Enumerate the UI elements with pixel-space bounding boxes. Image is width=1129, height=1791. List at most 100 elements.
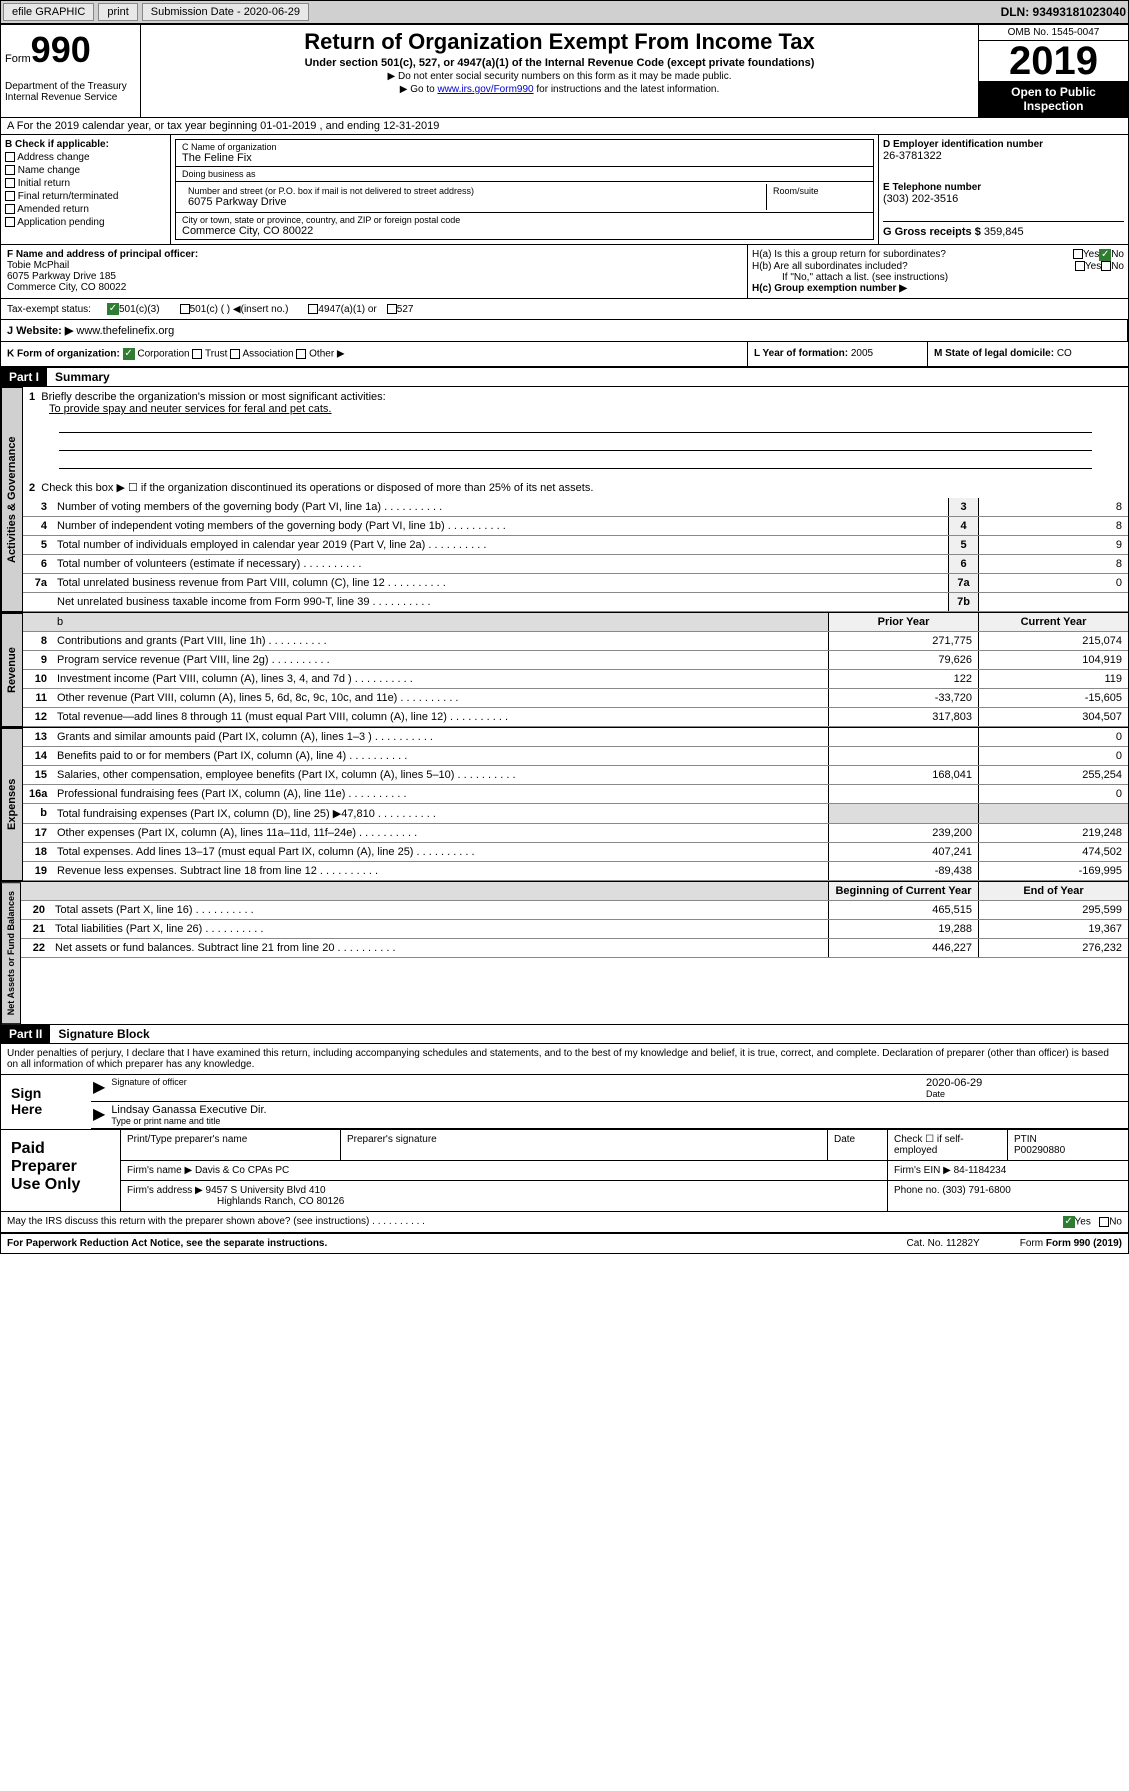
addr-value: 6075 Parkway Drive [188,196,760,208]
table-row: 8Contributions and grants (Part VIII, li… [23,632,1128,651]
form-footer: Form Form 990 (2019) [1020,1238,1122,1249]
discuss-no[interactable] [1099,1217,1109,1227]
state-value: CO [1057,348,1072,359]
box-b-checkboxes: B Check if applicable: Address change Na… [1,135,171,244]
dba-label: Doing business as [182,169,867,179]
kform-label: K Form of organization: [7,349,120,360]
sig-date-label: Date [926,1089,1126,1099]
gross-label: G Gross receipts $ [883,226,984,238]
chk-address-change[interactable] [5,152,15,162]
hb-yes[interactable] [1075,261,1085,271]
table-row: 22Net assets or fund balances. Subtract … [21,939,1128,958]
phone-value: (303) 791-6800 [942,1185,1010,1196]
tab-expenses: Expenses [1,728,23,881]
tax-year: 2019 [979,41,1128,81]
l2-text: Check this box ▶ ☐ if the organization d… [41,482,593,494]
table-row: 19Revenue less expenses. Subtract line 1… [23,862,1128,881]
cat-number: Cat. No. 11282Y [907,1238,980,1249]
chk-501c[interactable] [180,304,190,314]
ein-label: D Employer identification number [883,139,1124,150]
discuss-yes[interactable]: ✓ [1063,1216,1075,1228]
hdr-begin: Beginning of Current Year [828,882,978,900]
dln-text: DLN: 93493181023040 [1001,5,1126,19]
ha-yes[interactable] [1073,249,1083,259]
chk-other[interactable] [296,349,306,359]
table-row: 4Number of independent voting members of… [23,517,1128,536]
firm-ein: 84-1184234 [954,1165,1007,1176]
hc-label: H(c) Group exemption number ▶ [752,283,1124,294]
table-row: 11Other revenue (Part VIII, column (A), … [23,689,1128,708]
chk-501c3[interactable]: ✓ [107,303,119,315]
chk-initial-return[interactable] [5,178,15,188]
org-name-label: C Name of organization [182,142,867,152]
form-prefix: Form [5,53,31,65]
tab-revenue: Revenue [1,613,23,727]
chk-amended[interactable] [5,204,15,214]
table-row: 17Other expenses (Part IX, column (A), l… [23,824,1128,843]
website-value: www.thefelinefix.org [76,325,174,337]
firm-addr-label: Firm's address ▶ [127,1185,203,1196]
tab-governance: Activities & Governance [1,387,23,612]
tax-status-row: Tax-exempt status: ✓ 501(c)(3) 501(c) ( … [1,298,1128,319]
print-button[interactable]: print [98,3,137,21]
hb-no[interactable] [1101,261,1111,271]
city-value: Commerce City, CO 80022 [182,225,867,237]
l1-mission: To provide spay and neuter services for … [49,403,332,415]
box-c: C Name of organizationThe Feline Fix Doi… [171,135,878,244]
sign-here-label: Sign Here [1,1075,81,1129]
table-row: 12Total revenue—add lines 8 through 11 (… [23,708,1128,727]
box-f-officer: F Name and address of principal officer:… [1,245,748,298]
hdr-current: Current Year [978,613,1128,631]
chk-4947[interactable] [308,304,318,314]
hb-note: If "No," attach a list. (see instruction… [752,272,1124,283]
room-label: Room/suite [773,186,861,196]
chk-assoc[interactable] [230,349,240,359]
form-990-page: Form990 Department of the Treasury Inter… [0,24,1129,1254]
table-row: 13Grants and similar amounts paid (Part … [23,728,1128,747]
gross-value: 359,845 [984,226,1024,238]
firm-name: Davis & Co CPAs PC [195,1165,289,1176]
part1-header: Part I [1,368,47,386]
table-row: 16aProfessional fundraising fees (Part I… [23,785,1128,804]
chk-527[interactable] [387,304,397,314]
officer-name: Tobie McPhail [7,260,741,271]
table-row: 18Total expenses. Add lines 13–17 (must … [23,843,1128,862]
perjury-declaration: Under penalties of perjury, I declare th… [1,1043,1128,1074]
sig-date: 2020-06-29 [926,1077,1126,1089]
chk-name-change[interactable] [5,165,15,175]
officer-addr1: 6075 Parkway Drive 185 [7,271,741,282]
website-row: J Website: ▶ www.thefelinefix.org [1,319,1128,341]
k-form-row: K Form of organization: ✓ Corporation Tr… [1,341,1128,368]
officer-label: F Name and address of principal officer: [7,249,741,260]
chk-corp[interactable]: ✓ [123,348,135,360]
note-link: ▶ Go to www.irs.gov/Form990 for instruct… [145,84,974,95]
table-row: 5Total number of individuals employed in… [23,536,1128,555]
chk-trust[interactable] [192,349,202,359]
pra-notice: For Paperwork Reduction Act Notice, see … [7,1238,327,1249]
chk-pending[interactable] [5,217,15,227]
table-row: 3Number of voting members of the governi… [23,498,1128,517]
paid-preparer-label: Paid Preparer Use Only [1,1130,121,1211]
tel-label: E Telephone number [883,182,1124,193]
form-id-cell: Form990 Department of the Treasury Inter… [1,25,141,117]
irs-link[interactable]: www.irs.gov/Form990 [437,84,533,95]
efile-button[interactable]: efile GRAPHIC [3,3,94,21]
tax-status-label: Tax-exempt status: [7,304,107,315]
section-a-period: A For the 2019 calendar year, or tax yea… [1,118,1128,135]
table-row: bTotal fundraising expenses (Part IX, co… [23,804,1128,824]
tab-net-assets: Net Assets or Fund Balances [1,882,21,1024]
ein-value: 26-3781322 [883,150,1124,162]
prep-sig-label: Preparer's signature [341,1130,828,1160]
officer-name-label: Type or print name and title [111,1116,1126,1126]
box-d: D Employer identification number 26-3781… [878,135,1128,244]
l1-label: Briefly describe the organization's miss… [41,391,385,403]
table-row: 21Total liabilities (Part X, line 26)19,… [21,920,1128,939]
title-cell: Return of Organization Exempt From Incom… [141,25,978,117]
submission-date-button[interactable]: Submission Date - 2020-06-29 [142,3,309,21]
self-employed-check: Check ☐ if self-employed [888,1130,1008,1160]
firm-name-label: Firm's name ▶ [127,1165,192,1176]
note-ssn: ▶ Do not enter social security numbers o… [145,71,974,82]
ha-no[interactable]: ✓ [1099,249,1111,261]
table-row: Net unrelated business taxable income fr… [23,593,1128,612]
chk-final-return[interactable] [5,191,15,201]
